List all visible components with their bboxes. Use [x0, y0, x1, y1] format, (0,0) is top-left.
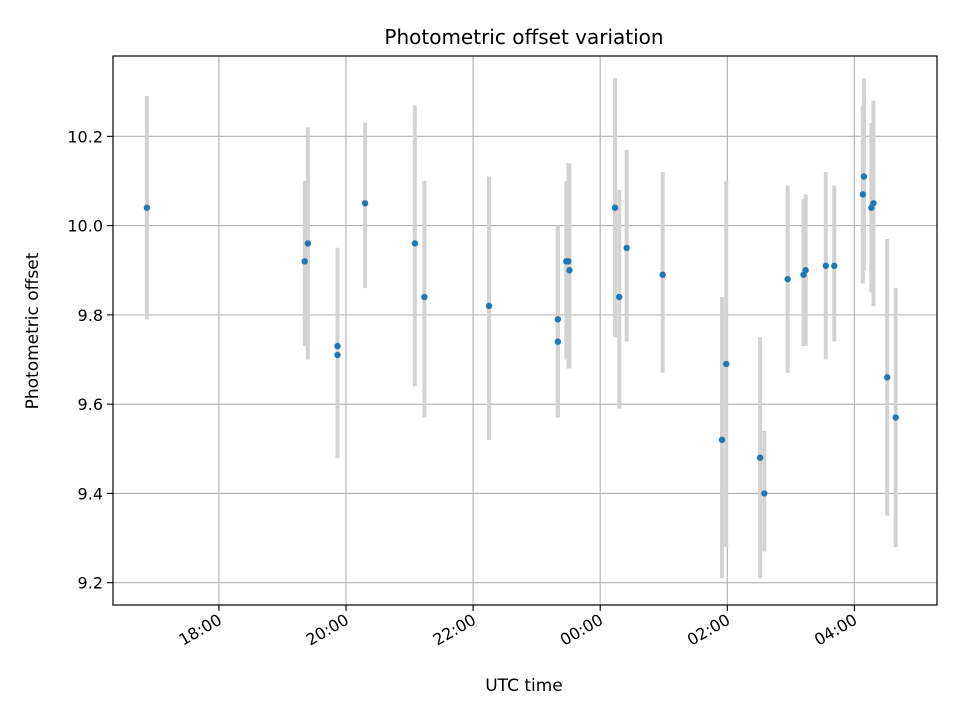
y-axis-ticks: 9.2 9.4 9.6 9.8 10.0 10.2	[67, 127, 113, 593]
data-point	[884, 374, 891, 381]
plot-area	[113, 56, 937, 605]
data-point	[421, 293, 428, 301]
y-tick-label: 9.4	[78, 484, 103, 503]
data-point	[761, 490, 768, 497]
data-point	[623, 244, 630, 252]
data-point	[411, 240, 419, 247]
data-point	[822, 262, 829, 269]
y-axis-title: Photometric offset	[23, 252, 43, 409]
x-axis-title: UTC time	[485, 676, 563, 696]
data-point	[616, 293, 623, 301]
data-point	[565, 258, 572, 265]
data-point	[831, 262, 838, 269]
data-point	[611, 204, 619, 211]
y-tick-label: 9.6	[78, 395, 103, 414]
data-point	[784, 275, 791, 283]
data-points	[143, 173, 899, 497]
y-tick-label: 9.8	[78, 306, 103, 325]
data-point	[554, 338, 562, 345]
data-point	[859, 191, 867, 198]
data-point	[334, 342, 341, 350]
plot-frame	[112, 55, 938, 606]
data-point	[892, 414, 899, 421]
y-tick-label: 9.2	[78, 574, 103, 593]
data-point	[659, 271, 666, 278]
data-point	[143, 204, 151, 211]
y-tick-label: 10.0	[67, 217, 103, 236]
data-point	[802, 267, 809, 274]
grid-lines	[113, 56, 937, 605]
data-point	[301, 258, 308, 265]
chart-title: Photometric offset variation	[384, 25, 663, 49]
data-point	[756, 454, 764, 461]
data-point	[554, 316, 562, 323]
data-point	[361, 200, 369, 207]
data-point	[860, 173, 868, 180]
data-point	[870, 200, 877, 207]
data-point	[304, 240, 312, 247]
data-point	[334, 351, 341, 359]
data-point	[718, 436, 726, 444]
data-point	[566, 267, 573, 274]
y-tick-label: 10.2	[67, 127, 103, 146]
data-point	[485, 302, 493, 310]
data-point	[723, 360, 730, 368]
